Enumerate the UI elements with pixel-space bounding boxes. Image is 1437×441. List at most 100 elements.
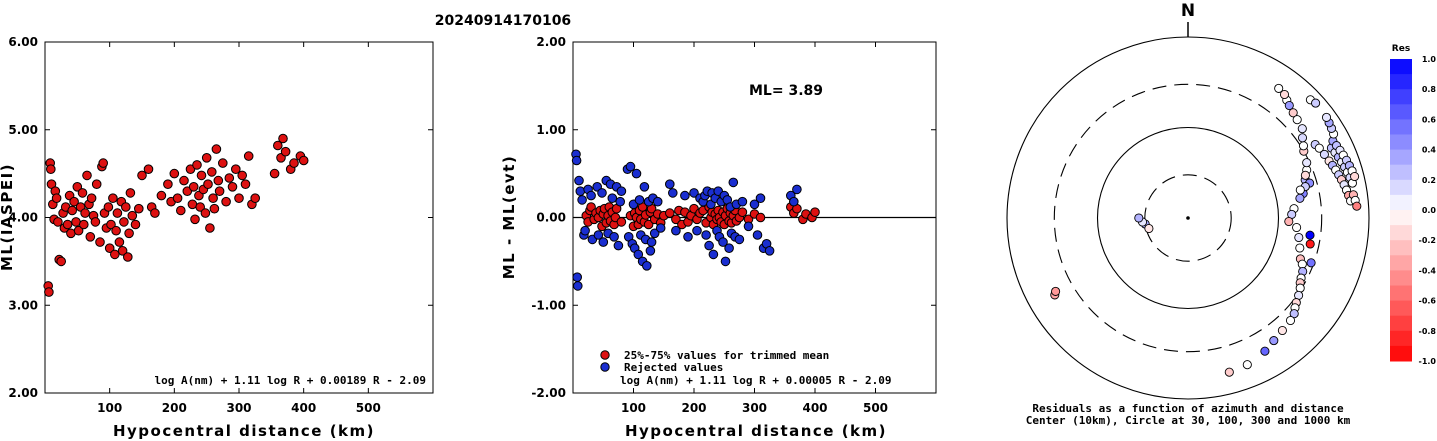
x-tick-label: 200 <box>681 401 706 415</box>
colorbar-tick-label: 0.6 <box>1422 115 1437 124</box>
colorbar-cell <box>1390 285 1412 302</box>
center-marker <box>1186 216 1190 220</box>
data-point <box>182 186 193 196</box>
x-tick-label: 300 <box>226 401 251 415</box>
legend-rejected-marker <box>600 362 610 372</box>
data-point <box>298 155 309 166</box>
colorbar-tick-label: 0.0 <box>1422 206 1437 215</box>
station-point <box>1314 143 1324 153</box>
station-point <box>1298 141 1309 151</box>
data-point <box>231 164 241 174</box>
data-point <box>163 179 173 189</box>
y-axis-ticks: -2.00 -1.00 0.00 1.00 2.00 <box>531 35 936 400</box>
x-axis-ticks: 100 200 300 400 500 <box>97 42 381 415</box>
data-point <box>671 225 681 236</box>
distance-ring <box>1053 83 1323 353</box>
y-tick-label: 3.00 <box>8 298 38 312</box>
station-point <box>1305 230 1315 240</box>
data-point <box>269 168 280 179</box>
data-point <box>108 193 118 203</box>
data-point <box>680 190 690 201</box>
data-point <box>62 219 73 230</box>
x-axis-label: Hypocentral distance (km) <box>113 422 375 440</box>
station-point <box>1300 170 1310 180</box>
station-point <box>1292 115 1302 125</box>
station-point <box>1134 213 1144 223</box>
colorbar-cell <box>1390 345 1412 362</box>
data-point <box>51 193 62 203</box>
y-axis-label: ML - ML(evt) <box>500 155 518 279</box>
data-point <box>73 225 84 236</box>
colorbar-tick-label: 0.2 <box>1422 176 1436 185</box>
station-point <box>1284 216 1294 227</box>
colorbar-tick-label: -0.4 <box>1419 266 1437 275</box>
x-tick-label: 100 <box>97 401 122 415</box>
data-point <box>613 240 624 251</box>
station-point <box>1295 193 1305 203</box>
data-point <box>111 225 121 236</box>
data-point <box>571 155 582 166</box>
data-point <box>56 256 67 267</box>
data-point <box>652 196 663 207</box>
data-point <box>46 164 56 174</box>
x-axis-label: Hypocentral distance (km) <box>625 422 887 440</box>
data-point <box>649 228 660 239</box>
colorbar-cell <box>1390 164 1412 181</box>
polar-caption-line2: Center (10km), Circle at 30, 100, 300 an… <box>1026 414 1351 427</box>
data-point <box>71 217 81 227</box>
data-point <box>810 207 820 217</box>
data-point <box>250 193 260 203</box>
data-point <box>586 190 596 201</box>
data-point <box>218 158 228 168</box>
data-point <box>724 243 734 253</box>
data-point <box>789 196 799 207</box>
data-point <box>91 179 102 189</box>
colorbar-cell <box>1390 194 1412 211</box>
data-point <box>752 230 763 240</box>
data-point <box>114 237 125 247</box>
station-point <box>1144 223 1154 234</box>
station-point <box>1306 258 1316 268</box>
colorbar-tick-label: 1.0 <box>1422 55 1437 64</box>
colorbar-cell <box>1390 270 1412 286</box>
colorbar-tick-label: 0.8 <box>1422 85 1437 94</box>
colorbar-cell <box>1390 149 1412 166</box>
colorbar-cell <box>1390 225 1412 241</box>
colorbar-cell <box>1390 315 1412 332</box>
colorbar-tick-label: -0.6 <box>1419 297 1437 306</box>
data-point <box>708 249 719 260</box>
data-point <box>200 208 211 218</box>
figure-title: 20240914170106 <box>435 13 571 29</box>
data-point <box>634 195 645 205</box>
data-point <box>633 249 644 260</box>
data-point <box>201 153 212 163</box>
data-point <box>639 182 650 192</box>
data-point <box>237 170 247 181</box>
data-point <box>150 208 160 218</box>
data-point <box>213 175 224 186</box>
station-point <box>1350 171 1360 182</box>
data-point <box>209 203 220 214</box>
data-point <box>683 232 693 242</box>
distance-ring <box>1144 174 1232 262</box>
x-tick-label: 500 <box>356 401 381 415</box>
distance-ring <box>1096 126 1280 310</box>
data-point <box>211 144 222 154</box>
station-point <box>1295 243 1305 253</box>
data-point <box>615 196 626 207</box>
data-point <box>720 256 731 267</box>
y-tick-label: 2.00 <box>536 35 566 49</box>
colorbar-cell <box>1390 89 1412 105</box>
data-point <box>665 179 675 189</box>
y-tick-label: 6.00 <box>8 35 38 49</box>
station-point <box>1297 124 1307 134</box>
data-point <box>106 219 116 230</box>
data-point <box>718 237 728 247</box>
colorbar-cell <box>1390 59 1412 75</box>
data-point <box>79 219 89 230</box>
station-point <box>1051 286 1061 296</box>
data-point <box>67 205 77 216</box>
formula-label: log A(nm) + 1.11 log R + 0.00005 R - 2.0… <box>620 374 892 387</box>
data-point <box>755 193 766 203</box>
data-point <box>234 193 244 203</box>
